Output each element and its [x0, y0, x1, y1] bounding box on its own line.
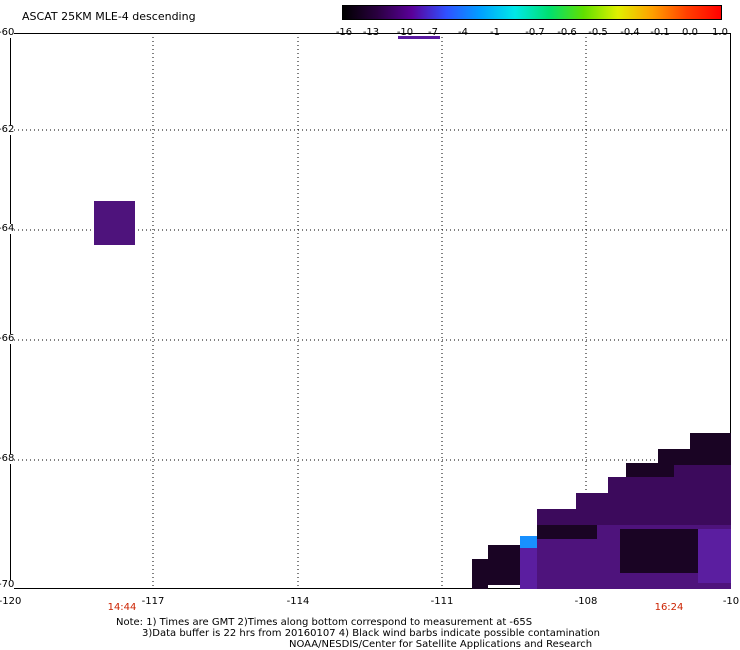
colorbar-label: -0.1 [650, 27, 670, 38]
wind-cell [520, 545, 537, 589]
wind-cell [608, 477, 731, 495]
wind-cell [658, 449, 731, 465]
latitude-label: -64 [0, 224, 15, 234]
wind-cell [472, 559, 488, 589]
longitude-label: -111 [430, 596, 454, 607]
note-line-3: NOAA/NESDIS/Center for Satellite Applica… [289, 639, 593, 650]
plot-frame [10, 33, 731, 589]
latitude-label: -66 [0, 334, 15, 344]
colorbar-label: -4 [458, 27, 468, 38]
longitude-label: -108 [574, 596, 598, 607]
map-title: ASCAT 25KM MLE-4 descending [22, 10, 196, 23]
wind-cell [698, 529, 731, 583]
wind-cell [520, 536, 537, 548]
latitude-label: -68 [0, 454, 15, 464]
wind-cell [576, 493, 731, 509]
colorbar-marker [398, 36, 440, 39]
colorbar-label: -16 [335, 27, 353, 38]
longitude-label: -114 [286, 596, 310, 607]
wind-cell [620, 529, 700, 573]
wind-cell [626, 463, 674, 477]
colorbar-label: -10 [396, 27, 414, 38]
wind-cells [94, 201, 731, 589]
wind-cell [488, 545, 520, 585]
time-label: 16:24 [654, 602, 684, 613]
longitude-label: -120 [0, 596, 22, 607]
latitude-label: -70 [0, 580, 15, 590]
colorbar-label: -7 [428, 27, 438, 38]
colorbar-label: -0.5 [588, 27, 608, 38]
time-label: 14:44 [107, 602, 137, 613]
note-line-1: Note: 1) Times are GMT 2)Times along bot… [116, 617, 533, 628]
map-plot [10, 33, 731, 589]
colorbar-label: -1 [490, 27, 500, 38]
wind-cell [537, 525, 597, 539]
latitude-label: -60 [0, 28, 15, 38]
colorbar-label: -0.7 [525, 27, 545, 38]
colorbar-label: 1.0 [712, 27, 728, 38]
wind-cell [537, 509, 731, 525]
colorbar-label: -0.4 [620, 27, 640, 38]
longitude-label: -117 [141, 596, 165, 607]
note-line-2: 3)Data buffer is 22 hrs from 20160107 4)… [142, 628, 600, 639]
longitude-label: -10 [722, 596, 740, 607]
latitude-label: -62 [0, 125, 15, 135]
colorbar [342, 5, 722, 20]
wind-cell [690, 433, 731, 449]
colorbar-label: -13 [362, 27, 380, 38]
colorbar-label: 0.0 [682, 27, 698, 38]
wind-cell [94, 201, 135, 245]
colorbar-label: -0.6 [557, 27, 577, 38]
